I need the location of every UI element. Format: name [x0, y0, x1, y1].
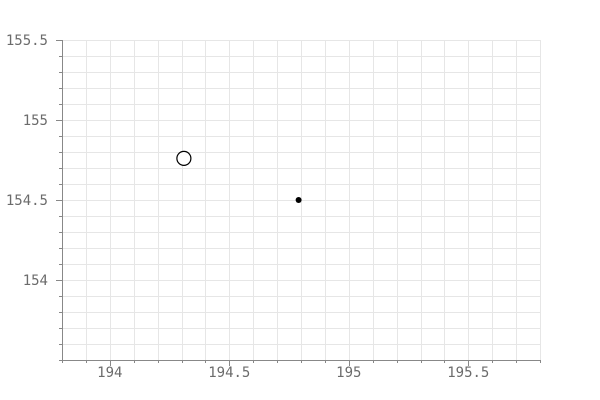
data-point-open-circle — [176, 150, 192, 166]
y-tick-label: 155.5 — [6, 33, 48, 49]
data-points — [176, 150, 302, 203]
x-tick-label: 195 — [336, 365, 361, 381]
x-tick-label: 194.5 — [208, 365, 250, 381]
y-tick-label: 155 — [23, 113, 48, 129]
grid — [62, 40, 541, 361]
axes — [56, 40, 541, 366]
x-tick-label: 194 — [97, 365, 122, 381]
x-tick-label: 195.5 — [447, 365, 489, 381]
y-tick-label: 154 — [23, 273, 48, 289]
tick-labels: 154 154.5 155 155.5 194 194.5 195 195.5 — [6, 33, 490, 381]
y-tick-label: 154.5 — [6, 193, 48, 209]
data-point-filled-dot — [295, 197, 302, 203]
